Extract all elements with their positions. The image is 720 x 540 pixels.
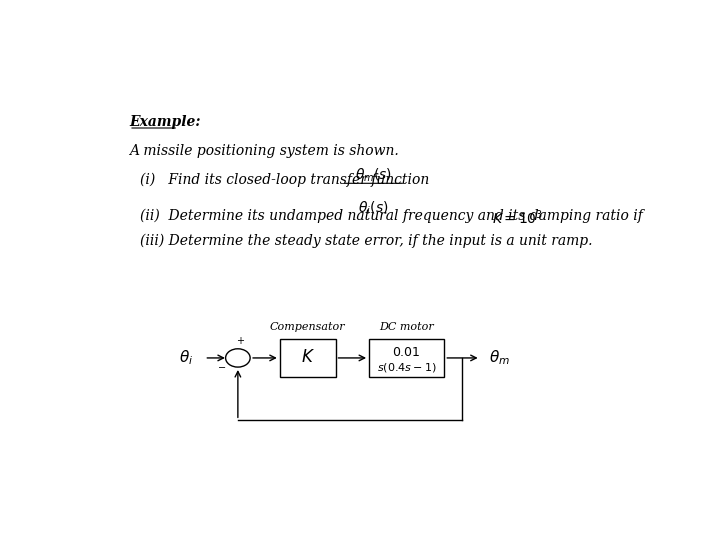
Text: (ii)  Determine its undamped natural frequency and its damping ratio if: (ii) Determine its undamped natural freq…	[140, 208, 643, 222]
Text: A missile positioning system is shown.: A missile positioning system is shown.	[129, 144, 399, 158]
Text: $\theta_m$: $\theta_m$	[489, 349, 510, 367]
Text: (i)   Find its closed-loop transfer function: (i) Find its closed-loop transfer functi…	[140, 173, 429, 187]
Text: +: +	[235, 336, 243, 346]
Text: $K=10^{3}$: $K=10^{3}$	[492, 208, 543, 227]
Text: $\theta_m(s)$: $\theta_m(s)$	[355, 167, 392, 184]
Text: $s(0.4s-1)$: $s(0.4s-1)$	[377, 361, 436, 374]
Text: −: −	[218, 363, 226, 373]
FancyBboxPatch shape	[369, 339, 444, 377]
Text: (iii) Determine the steady state error, if the input is a unit ramp.: (iii) Determine the steady state error, …	[140, 233, 593, 247]
Text: $\theta_i$: $\theta_i$	[179, 349, 193, 367]
FancyBboxPatch shape	[280, 339, 336, 377]
Text: $\theta_i(s)$: $\theta_i(s)$	[359, 200, 389, 217]
Text: $0.01$: $0.01$	[392, 346, 421, 359]
Text: Example:: Example:	[129, 114, 201, 129]
Text: DC motor: DC motor	[379, 322, 434, 332]
Text: Compensator: Compensator	[270, 322, 346, 332]
Text: $K$: $K$	[301, 349, 315, 367]
